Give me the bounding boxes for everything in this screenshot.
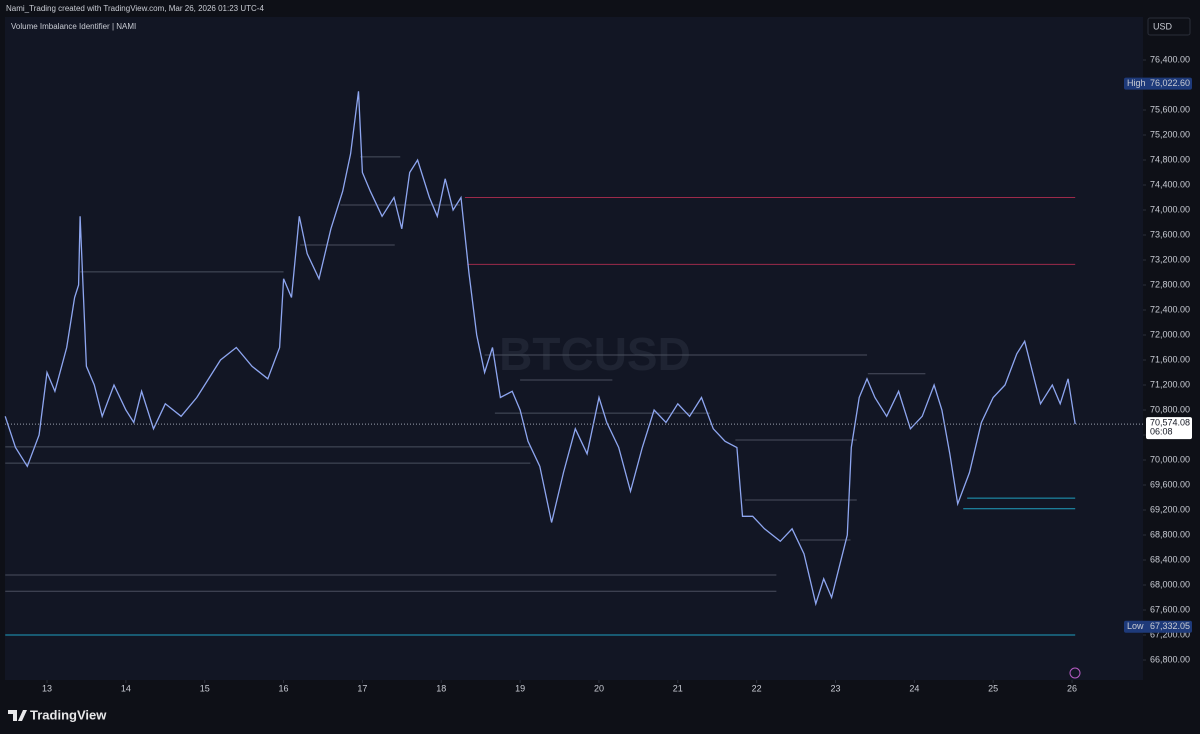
high-name: High [1127, 78, 1146, 88]
logo: TradingView [8, 707, 107, 722]
currency-box[interactable] [1147, 17, 1191, 36]
x-tick-label: 14 [121, 683, 131, 693]
y-tick-label: 76,400.00 [1150, 54, 1190, 64]
x-tick-label: 20 [594, 683, 604, 693]
currency: USD [1153, 21, 1173, 31]
low-box [1124, 620, 1192, 633]
y-tick-label: 73,600.00 [1150, 229, 1190, 239]
y-tick-label: 75,200.00 [1150, 129, 1190, 139]
x-tick-label: 26 [1067, 683, 1077, 693]
x-tick-label: 18 [436, 683, 446, 693]
x-tick-label: 21 [673, 683, 683, 693]
y-tick-label: 72,000.00 [1150, 329, 1190, 339]
y-tick-label: 66,800.00 [1150, 654, 1190, 664]
y-tick-label: 70,000.00 [1150, 454, 1190, 464]
y-tick-label: 71,200.00 [1150, 379, 1190, 389]
y-tick-label: 70,800.00 [1150, 404, 1190, 414]
logo-icon [8, 710, 27, 721]
x-tick-label: 25 [988, 683, 998, 693]
x-tick-label: 16 [279, 683, 289, 693]
alert-icon[interactable] [1069, 667, 1081, 679]
price-line [4, 91, 1076, 607]
y-tick-label: 69,200.00 [1150, 504, 1190, 514]
x-tick-label: 22 [752, 683, 762, 693]
low-value: 67,332.05 [1150, 621, 1190, 631]
credit: Nami_Trading created with TradingView.co… [6, 4, 264, 13]
high-value: 76,022.60 [1150, 78, 1190, 88]
y-tick-label: 72,800.00 [1150, 279, 1190, 289]
y-tick-label: 68,800.00 [1150, 529, 1190, 539]
y-tick-label: 67,200.00 [1150, 629, 1190, 639]
x-tick-label: 17 [357, 683, 367, 693]
low-name: Low [1127, 621, 1144, 631]
x-tick-label: 24 [909, 683, 919, 693]
indicator-title: Volume Imbalance Identifier | NAMI [11, 22, 136, 31]
last-price: 70,574.08 [1150, 417, 1190, 427]
plot-area [5, 17, 1143, 680]
y-tick-label: 74,800.00 [1150, 154, 1190, 164]
y-tick-label: 74,400.00 [1150, 179, 1190, 189]
countdown: 06:08 [1150, 426, 1173, 436]
last-price-box [1146, 417, 1192, 440]
y-tick-label: 67,600.00 [1150, 604, 1190, 614]
y-tick-label: 68,000.00 [1150, 579, 1190, 589]
brand: TradingView [30, 707, 107, 722]
y-tick-label: 74,000.00 [1150, 204, 1190, 214]
y-tick-label: 69,600.00 [1150, 479, 1190, 489]
y-tick-label: 72,400.00 [1150, 304, 1190, 314]
x-tick-label: 13 [42, 683, 52, 693]
y-tick-label: 71,600.00 [1150, 354, 1190, 364]
high-box [1124, 77, 1192, 90]
watermark: BTCUSD [499, 328, 691, 380]
x-tick-label: 23 [830, 683, 840, 693]
y-tick-label: 75,600.00 [1150, 104, 1190, 114]
x-tick-label: 19 [515, 683, 525, 693]
y-tick-label: 73,200.00 [1150, 254, 1190, 264]
y-tick-label: 68,400.00 [1150, 554, 1190, 564]
x-tick-label: 15 [200, 683, 210, 693]
